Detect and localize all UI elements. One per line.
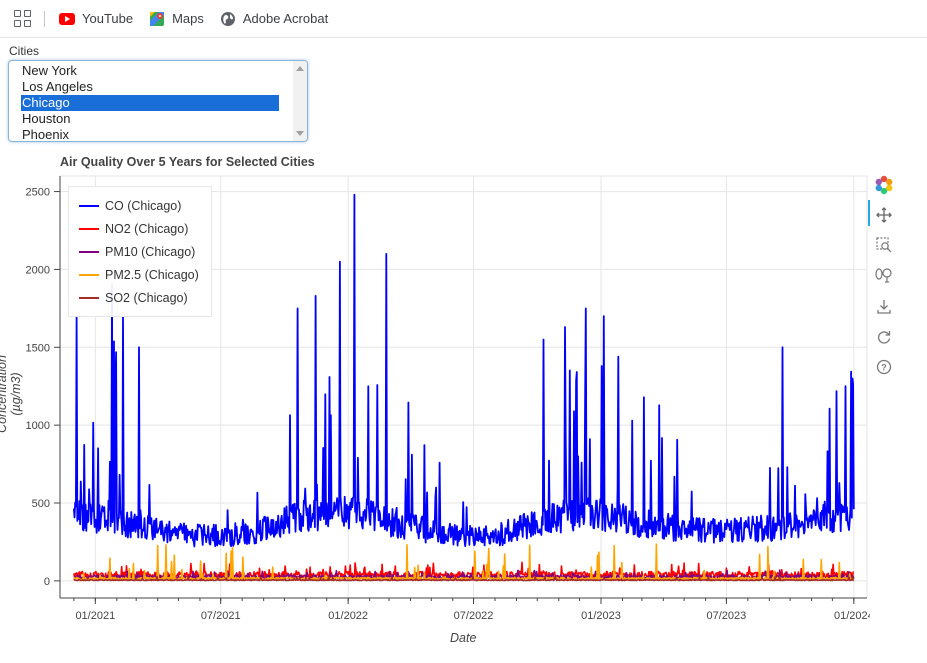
legend-swatch (79, 228, 99, 230)
bookmark-maps[interactable]: Maps (149, 11, 204, 27)
wheel-zoom-icon[interactable] (874, 265, 894, 285)
legend-item-so2[interactable]: SO2 (Chicago) (79, 289, 188, 307)
active-tool-indicator (868, 200, 870, 226)
y-tick-label: 0 (44, 576, 50, 588)
bookmark-youtube-label: YouTube (82, 11, 134, 26)
youtube-icon (59, 12, 75, 25)
y-axis-label: Concentration (µg/m3) (0, 355, 23, 433)
x-tick-label: 07/2021 (201, 610, 241, 622)
cities-scrollbar[interactable] (293, 61, 307, 141)
x-tick-label: 01/2024 (834, 610, 870, 622)
chart-legend: CO (Chicago) NO2 (Chicago) PM10 (Chicago… (68, 186, 212, 317)
legend-swatch (79, 274, 99, 276)
apps-grid-icon[interactable] (14, 9, 32, 28)
bookmarks-bar: YouTube Maps Adobe Acrobat (0, 0, 927, 38)
legend-item-no2[interactable]: NO2 (Chicago) (79, 220, 188, 238)
box-zoom-icon[interactable] (874, 235, 894, 255)
maps-icon (150, 11, 165, 26)
legend-swatch (79, 251, 99, 253)
legend-label: CO (Chicago) (105, 199, 182, 213)
city-option[interactable]: Los Angeles (22, 79, 93, 94)
globe-icon (220, 11, 235, 26)
legend-label: NO2 (Chicago) (105, 222, 189, 236)
y-tick-label: 1500 (26, 342, 50, 354)
x-axis-label: Date (450, 631, 477, 645)
save-icon[interactable] (874, 297, 894, 317)
pan-icon[interactable] (874, 205, 894, 225)
legend-item-pm25[interactable]: PM2.5 (Chicago) (79, 266, 199, 284)
city-option[interactable]: Phoenix (22, 127, 69, 142)
scroll-up-arrow-icon[interactable] (296, 66, 304, 71)
bookmark-adobe-acrobat[interactable]: Adobe Acrobat (220, 11, 328, 27)
series-line-so2 (73, 575, 855, 582)
chart-title: Air Quality Over 5 Years for Selected Ci… (60, 155, 315, 169)
cities-select[interactable]: New York Los Angeles Chicago Houston Pho… (8, 60, 308, 142)
chart-toolbar: ? (868, 172, 898, 382)
x-tick-label: 01/2022 (328, 610, 368, 622)
city-option-selected[interactable]: Chicago (21, 95, 279, 111)
x-tick-label: 07/2022 (454, 610, 494, 622)
legend-swatch (79, 297, 99, 299)
bookmarks-separator (44, 10, 45, 27)
y-tick-label: 2000 (26, 264, 50, 276)
reset-icon[interactable] (874, 327, 894, 347)
scroll-down-arrow-icon[interactable] (296, 131, 304, 136)
bokeh-logo-icon[interactable] (874, 175, 894, 195)
city-option[interactable]: New York (22, 63, 77, 78)
cities-label: Cities (9, 44, 40, 58)
x-tick-label: 01/2021 (75, 610, 115, 622)
city-option[interactable]: Houston (22, 111, 71, 126)
legend-label: PM2.5 (Chicago) (105, 268, 199, 282)
legend-item-pm10[interactable]: PM10 (Chicago) (79, 243, 195, 261)
bookmark-youtube[interactable]: YouTube (59, 11, 133, 26)
legend-label: PM10 (Chicago) (105, 245, 196, 259)
legend-item-co[interactable]: CO (Chicago) (79, 197, 181, 215)
bookmark-adobe-acrobat-label: Adobe Acrobat (242, 11, 329, 26)
x-tick-label: 07/2023 (706, 610, 746, 622)
y-tick-label: 2500 (26, 187, 50, 199)
legend-label: SO2 (Chicago) (105, 291, 188, 305)
y-tick-label: 500 (32, 498, 50, 510)
help-icon[interactable]: ? (874, 357, 894, 377)
bookmark-maps-label: Maps (172, 11, 204, 26)
x-tick-label: 01/2023 (581, 610, 621, 622)
y-tick-label: 1000 (26, 420, 50, 432)
legend-swatch (79, 205, 99, 207)
series-line-co (73, 193, 855, 548)
svg-text:?: ? (881, 363, 887, 373)
